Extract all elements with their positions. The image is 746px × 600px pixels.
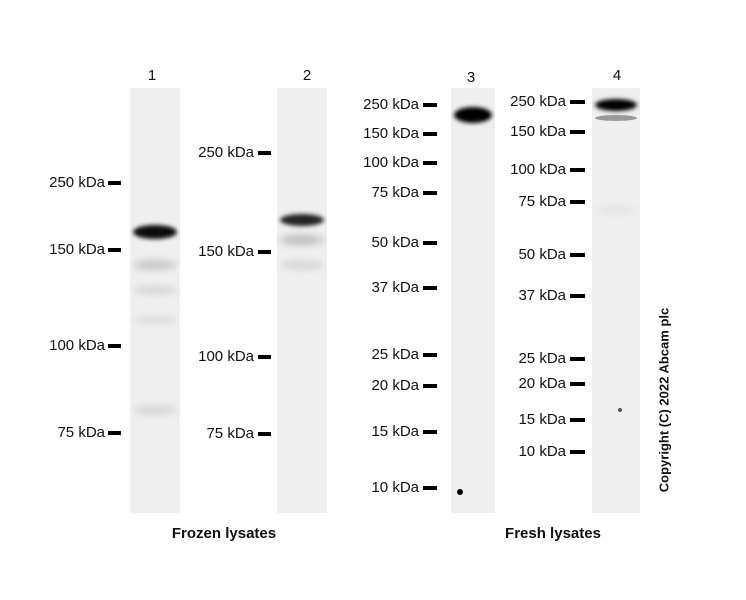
marker-label: 250 kDa [198, 144, 255, 161]
marker-tick [570, 200, 585, 204]
speck [618, 408, 622, 412]
marker-tick [570, 100, 585, 104]
marker-tick [570, 450, 585, 454]
marker-tick [423, 286, 437, 290]
marker-tick [570, 382, 585, 386]
marker-tick [570, 253, 585, 257]
band [280, 236, 324, 244]
marker-label: 37 kDa [518, 287, 566, 304]
marker-tick [108, 248, 121, 252]
lane-label: 4 [613, 67, 621, 84]
marker-tick [423, 384, 437, 388]
group-label: Frozen lysates [172, 525, 276, 542]
band [133, 287, 177, 293]
band [133, 317, 177, 323]
marker-label: 150 kDa [363, 125, 420, 142]
marker-label: 100 kDa [49, 337, 106, 354]
lane-label: 2 [303, 67, 311, 84]
marker-label: 25 kDa [518, 350, 566, 367]
marker-tick [423, 132, 437, 136]
marker-label: 150 kDa [510, 123, 567, 140]
marker-tick [423, 103, 437, 107]
marker-tick [108, 431, 121, 435]
band [133, 261, 177, 269]
marker-tick [258, 432, 271, 436]
marker-tick [423, 191, 437, 195]
marker-tick [258, 355, 271, 359]
lane [277, 88, 327, 513]
band [280, 261, 324, 269]
group-label: Fresh lysates [505, 525, 601, 542]
marker-tick [570, 357, 585, 361]
marker-tick [423, 430, 437, 434]
marker-label: 150 kDa [198, 243, 255, 260]
band [280, 214, 324, 226]
marker-label: 250 kDa [49, 174, 106, 191]
lane [592, 88, 640, 513]
marker-label: 100 kDa [510, 161, 567, 178]
gel-strip [130, 88, 180, 513]
marker-tick [423, 241, 437, 245]
marker-label: 250 kDa [363, 96, 420, 113]
lane [130, 88, 180, 513]
gel-strip [277, 88, 327, 513]
marker-label: 75 kDa [206, 425, 254, 442]
marker-label: 100 kDa [363, 154, 420, 171]
marker-label: 250 kDa [510, 93, 567, 110]
marker-label: 75 kDa [57, 424, 105, 441]
marker-tick [570, 130, 585, 134]
marker-tick [258, 151, 271, 155]
marker-tick [423, 161, 437, 165]
marker-tick [423, 353, 437, 357]
marker-label: 10 kDa [371, 479, 419, 496]
marker-tick [108, 344, 121, 348]
band [595, 115, 637, 121]
marker-tick [570, 418, 585, 422]
copyright: Copyright (C) 2022 Abcam plc [656, 308, 671, 492]
band [133, 406, 177, 414]
marker-label: 15 kDa [371, 423, 419, 440]
lane-label: 3 [467, 69, 475, 86]
marker-tick [108, 181, 121, 185]
marker-label: 25 kDa [371, 346, 419, 363]
band [133, 225, 177, 239]
marker-label: 75 kDa [371, 184, 419, 201]
marker-label: 50 kDa [371, 234, 419, 251]
marker-label: 150 kDa [49, 241, 106, 258]
marker-label: 100 kDa [198, 348, 255, 365]
speck [457, 489, 463, 495]
band [454, 107, 492, 123]
marker-tick [570, 168, 585, 172]
band [595, 207, 637, 213]
marker-label: 15 kDa [518, 411, 566, 428]
marker-tick [570, 294, 585, 298]
marker-label: 37 kDa [371, 279, 419, 296]
marker-label: 10 kDa [518, 443, 566, 460]
band [595, 99, 637, 111]
marker-label: 20 kDa [518, 375, 566, 392]
marker-tick [258, 250, 271, 254]
gel-strip [592, 88, 640, 513]
gel-strip [451, 88, 495, 513]
marker-label: 75 kDa [518, 193, 566, 210]
marker-label: 20 kDa [371, 377, 419, 394]
marker-tick [423, 486, 437, 490]
marker-label: 50 kDa [518, 246, 566, 263]
lane-label: 1 [148, 67, 156, 84]
lane [451, 88, 495, 513]
